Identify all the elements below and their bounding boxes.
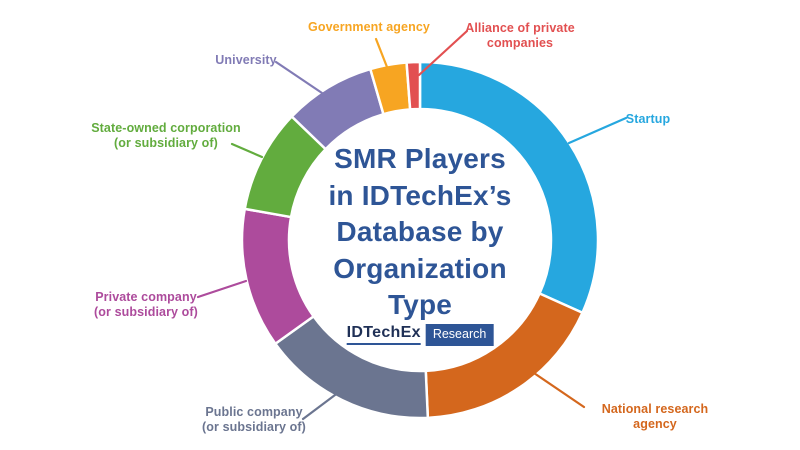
leader-line-state-owned-corporation-or-subsidiary-of [230,142,264,159]
logo-research-badge: Research [425,324,494,346]
logo-brand: IDTechEx [346,324,421,346]
segment-label-government-agency: Government agency [308,20,430,34]
idtechex-logo: IDTechEx Research [346,324,494,346]
slice-alliance-of-private-companies [405,60,422,111]
segment-label-state-owned-corporation: State-owned corporation (or subsidiary o… [91,121,241,150]
chart-title: SMR Players in IDTechEx’s Database by Or… [328,143,512,320]
leader-line-private-company-or-subsidiary-of [196,279,248,299]
segment-label-university: University [215,53,277,67]
leader-line-startup [567,116,628,145]
leader-line-national-research-agency [529,369,586,409]
segment-label-startup: Startup [625,112,671,126]
segment-label-national-research-agency: National research agency [601,402,709,431]
leader-line-public-company-or-subsidiary-of [301,390,341,421]
leader-line-government-agency [374,37,389,69]
slice-private-company-or-subsidiary-of [240,207,315,345]
leader-line-alliance-of-private-companies [417,29,469,77]
leader-line-university [274,60,324,95]
segment-label-alliance-of-private-companies: Alliance of private companies [465,21,575,50]
segment-label-public-company: Public company (or subsidiary of) [202,405,306,434]
segment-label-private-company: Private company (or subsidiary of) [94,290,198,319]
